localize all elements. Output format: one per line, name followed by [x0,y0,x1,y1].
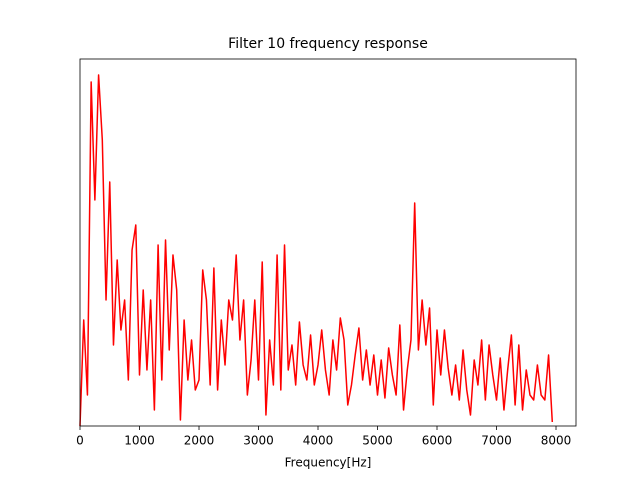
x-tick-label: 4000 [303,434,334,448]
x-tick-label: 0 [76,434,84,448]
x-tick-label: 3000 [243,434,274,448]
chart-title: Filter 10 frequency response [228,36,428,52]
x-tick-label: 1000 [124,434,155,448]
x-axis-label: Frequency[Hz] [285,456,372,470]
x-tick-label: 6000 [422,434,453,448]
x-tick-label: 8000 [541,434,572,448]
x-tick-label: 2000 [184,434,215,448]
plot-frame [79,58,577,427]
x-tick-label: 7000 [481,434,512,448]
data-line [79,74,554,427]
x-tick-label: 5000 [362,434,393,448]
